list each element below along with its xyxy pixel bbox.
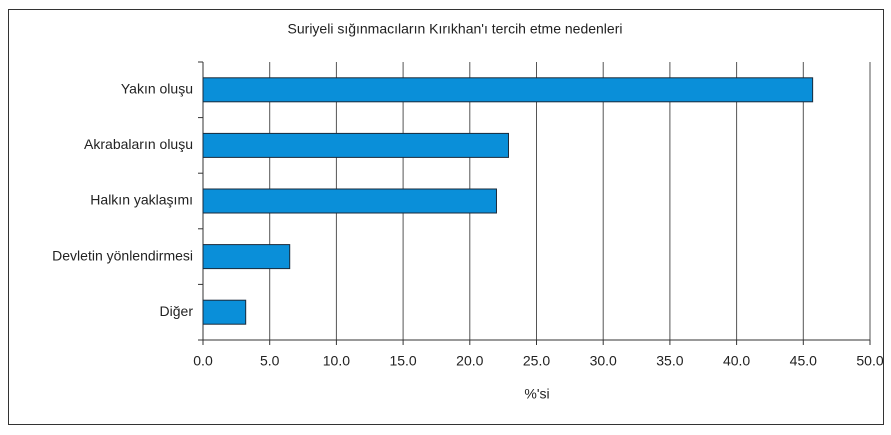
bar xyxy=(202,77,814,103)
x-tick-label: 5.0 xyxy=(260,353,280,369)
y-tick-label: Yakın oluşu xyxy=(121,81,193,97)
x-tick-label: 25.0 xyxy=(523,353,550,369)
x-tick-label: 45.0 xyxy=(790,353,817,369)
x-tick-label: 50.0 xyxy=(856,353,883,369)
bar xyxy=(202,299,247,325)
y-tick-label: Halkın yaklaşımı xyxy=(90,192,193,208)
x-tick-label: 35.0 xyxy=(656,353,683,369)
bar xyxy=(202,244,291,270)
y-tick-label: Devletin yönlendirmesi xyxy=(52,247,193,263)
x-axis-label: %'si xyxy=(524,386,549,402)
chart-title: Suriyeli sığınmacıların Kırıkhan'ı terci… xyxy=(288,21,623,37)
x-tick-label: 20.0 xyxy=(456,353,483,369)
x-tick-label: 40.0 xyxy=(723,353,750,369)
x-tick-label: 10.0 xyxy=(323,353,350,369)
x-tick-label: 15.0 xyxy=(389,353,416,369)
y-tick-label: Akrabaların oluşu xyxy=(84,136,193,152)
chart-border xyxy=(8,9,884,425)
bar xyxy=(202,132,509,158)
x-tick-label: 30.0 xyxy=(590,353,617,369)
x-tick-label: 0.0 xyxy=(193,353,213,369)
bar xyxy=(202,188,497,214)
y-tick-label: Diğer xyxy=(160,303,194,319)
